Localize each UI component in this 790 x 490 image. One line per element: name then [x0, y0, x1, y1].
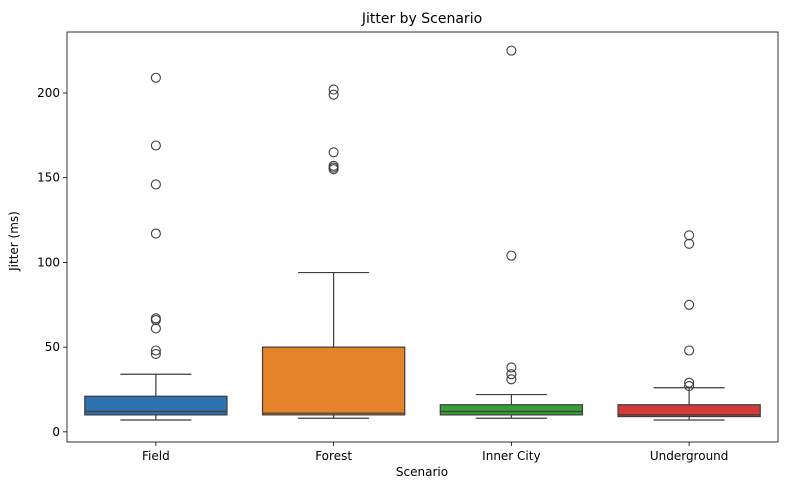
x-tick-label: Field: [142, 449, 170, 463]
x-tick-label: Underground: [650, 449, 729, 463]
outlier-point: [328, 84, 339, 95]
box-underground: [617, 404, 761, 418]
outlier-point: [150, 313, 161, 324]
y-tick-label: 50: [45, 340, 60, 354]
outlier-point: [684, 299, 695, 310]
box-forest: [261, 346, 406, 416]
outlier-point: [328, 160, 339, 171]
x-tick-label: Inner City: [482, 449, 540, 463]
outlier-point: [684, 238, 695, 249]
outlier-point: [328, 89, 339, 100]
outlier-point: [506, 362, 517, 373]
box-field: [84, 395, 228, 416]
x-tick-label: Forest: [315, 449, 352, 463]
outlier-point: [684, 230, 695, 241]
outlier-point: [506, 369, 517, 380]
outlier-point: [150, 72, 161, 83]
outlier-point: [506, 374, 517, 385]
y-tick-label: 0: [52, 425, 60, 439]
outlier-point: [150, 179, 161, 190]
outlier-point: [506, 45, 517, 56]
outlier-point: [684, 345, 695, 356]
plot-frame: [66, 31, 779, 443]
outlier-point: [150, 323, 161, 334]
outlier-point: [150, 140, 161, 151]
outlier-point: [684, 377, 695, 388]
plot-area: 0 50 100 150 200 Field Forest Inner City Undergr…: [37, 31, 779, 463]
outlier-point: [506, 250, 517, 261]
box-inner-city: [439, 404, 584, 416]
y-tick-label: 150: [37, 171, 60, 185]
outlier-point: [684, 381, 695, 392]
outlier-point: [150, 228, 161, 239]
chart-title: Jitter by Scenario: [361, 11, 482, 27]
outlier-point: [150, 345, 161, 356]
y-tick-label: 200: [37, 86, 60, 100]
x-axis-label: Scenario: [396, 465, 448, 479]
outlier-point: [150, 348, 161, 359]
y-tick-label: 100: [37, 255, 60, 269]
outlier-point: [328, 147, 339, 158]
y-axis-label: Jitter (ms): [7, 211, 21, 272]
